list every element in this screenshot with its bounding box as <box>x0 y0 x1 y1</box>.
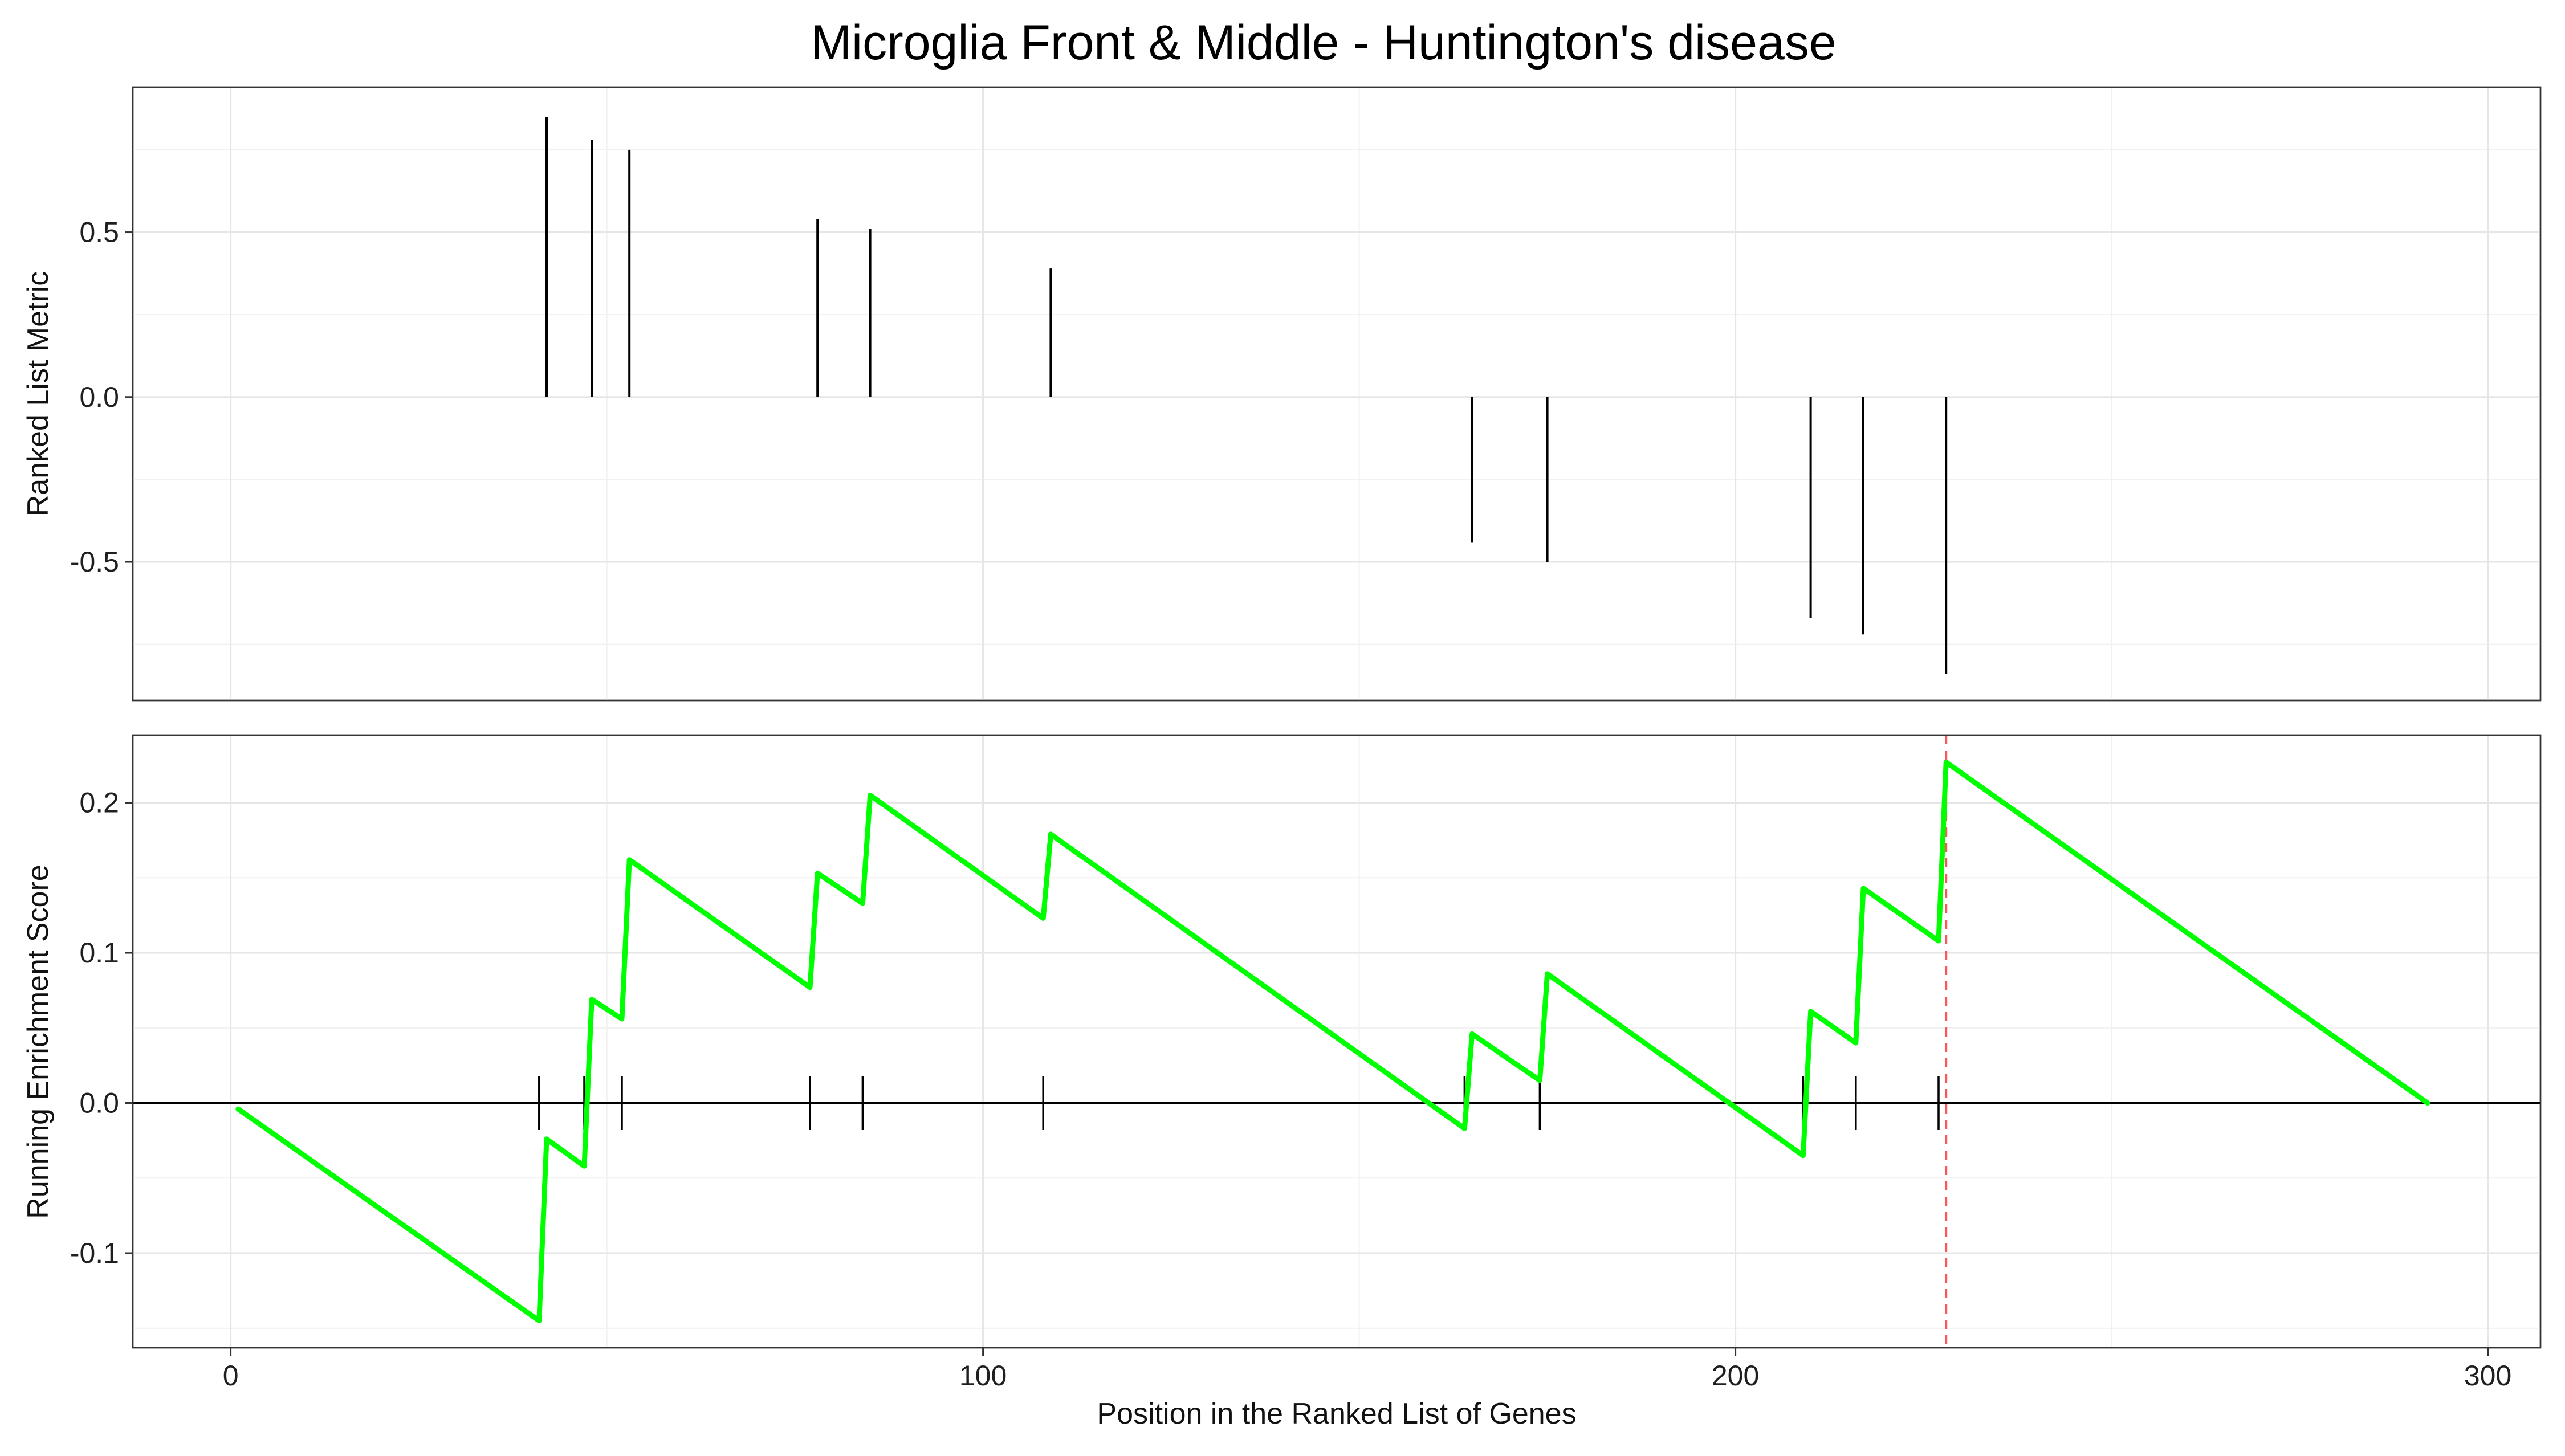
x-tick-label: 200 <box>1712 1360 1759 1392</box>
ranked-metric-panel: -0.5 0.0 0.5 Ranked List Metric <box>22 86 2542 702</box>
ranked-metric-panel-background <box>132 86 2542 702</box>
ranked-metric-bars <box>545 117 1948 674</box>
y-tick-label: 0.0 <box>79 1087 119 1119</box>
running-enrichment-line <box>235 759 2430 1324</box>
x-tick-label: 0 <box>223 1360 239 1392</box>
x-tick-label: 300 <box>2464 1360 2511 1392</box>
y-tick-label: 0.5 <box>79 217 119 248</box>
x-tick-label: 100 <box>959 1360 1007 1392</box>
ranked-metric-y-axis: -0.5 0.0 0.5 <box>70 217 133 578</box>
y-tick-label: 0.1 <box>79 937 119 969</box>
y-tick-label: -0.1 <box>70 1237 119 1269</box>
running-enrichment-panel-border <box>132 734 2542 1349</box>
ranked-metric-gridlines <box>133 87 2540 700</box>
x-axis-title: Position in the Ranked List of Genes <box>1097 1397 1576 1430</box>
running-enrichment-y-axis: -0.1 0.0 0.1 0.2 <box>70 787 133 1269</box>
ranked-metric-panel-border <box>132 86 2542 702</box>
y-tick-label: -0.5 <box>70 546 119 578</box>
shared-x-axis: 0 100 200 300 <box>223 1348 2511 1392</box>
running-enrichment-y-axis-title: Running Enrichment Score <box>22 864 55 1218</box>
chart-title: Microglia Front & Middle - Huntington's … <box>811 15 1836 70</box>
y-tick-label: 0.2 <box>79 787 119 819</box>
y-tick-label: 0.0 <box>79 381 119 413</box>
running-enrichment-panel-background <box>132 734 2542 1349</box>
running-enrichment-panel: -0.1 0.0 0.1 0.2 0 100 200 300 Running Enrichm… <box>22 734 2542 1430</box>
ranked-metric-y-axis-title: Ranked List Metric <box>22 271 55 517</box>
